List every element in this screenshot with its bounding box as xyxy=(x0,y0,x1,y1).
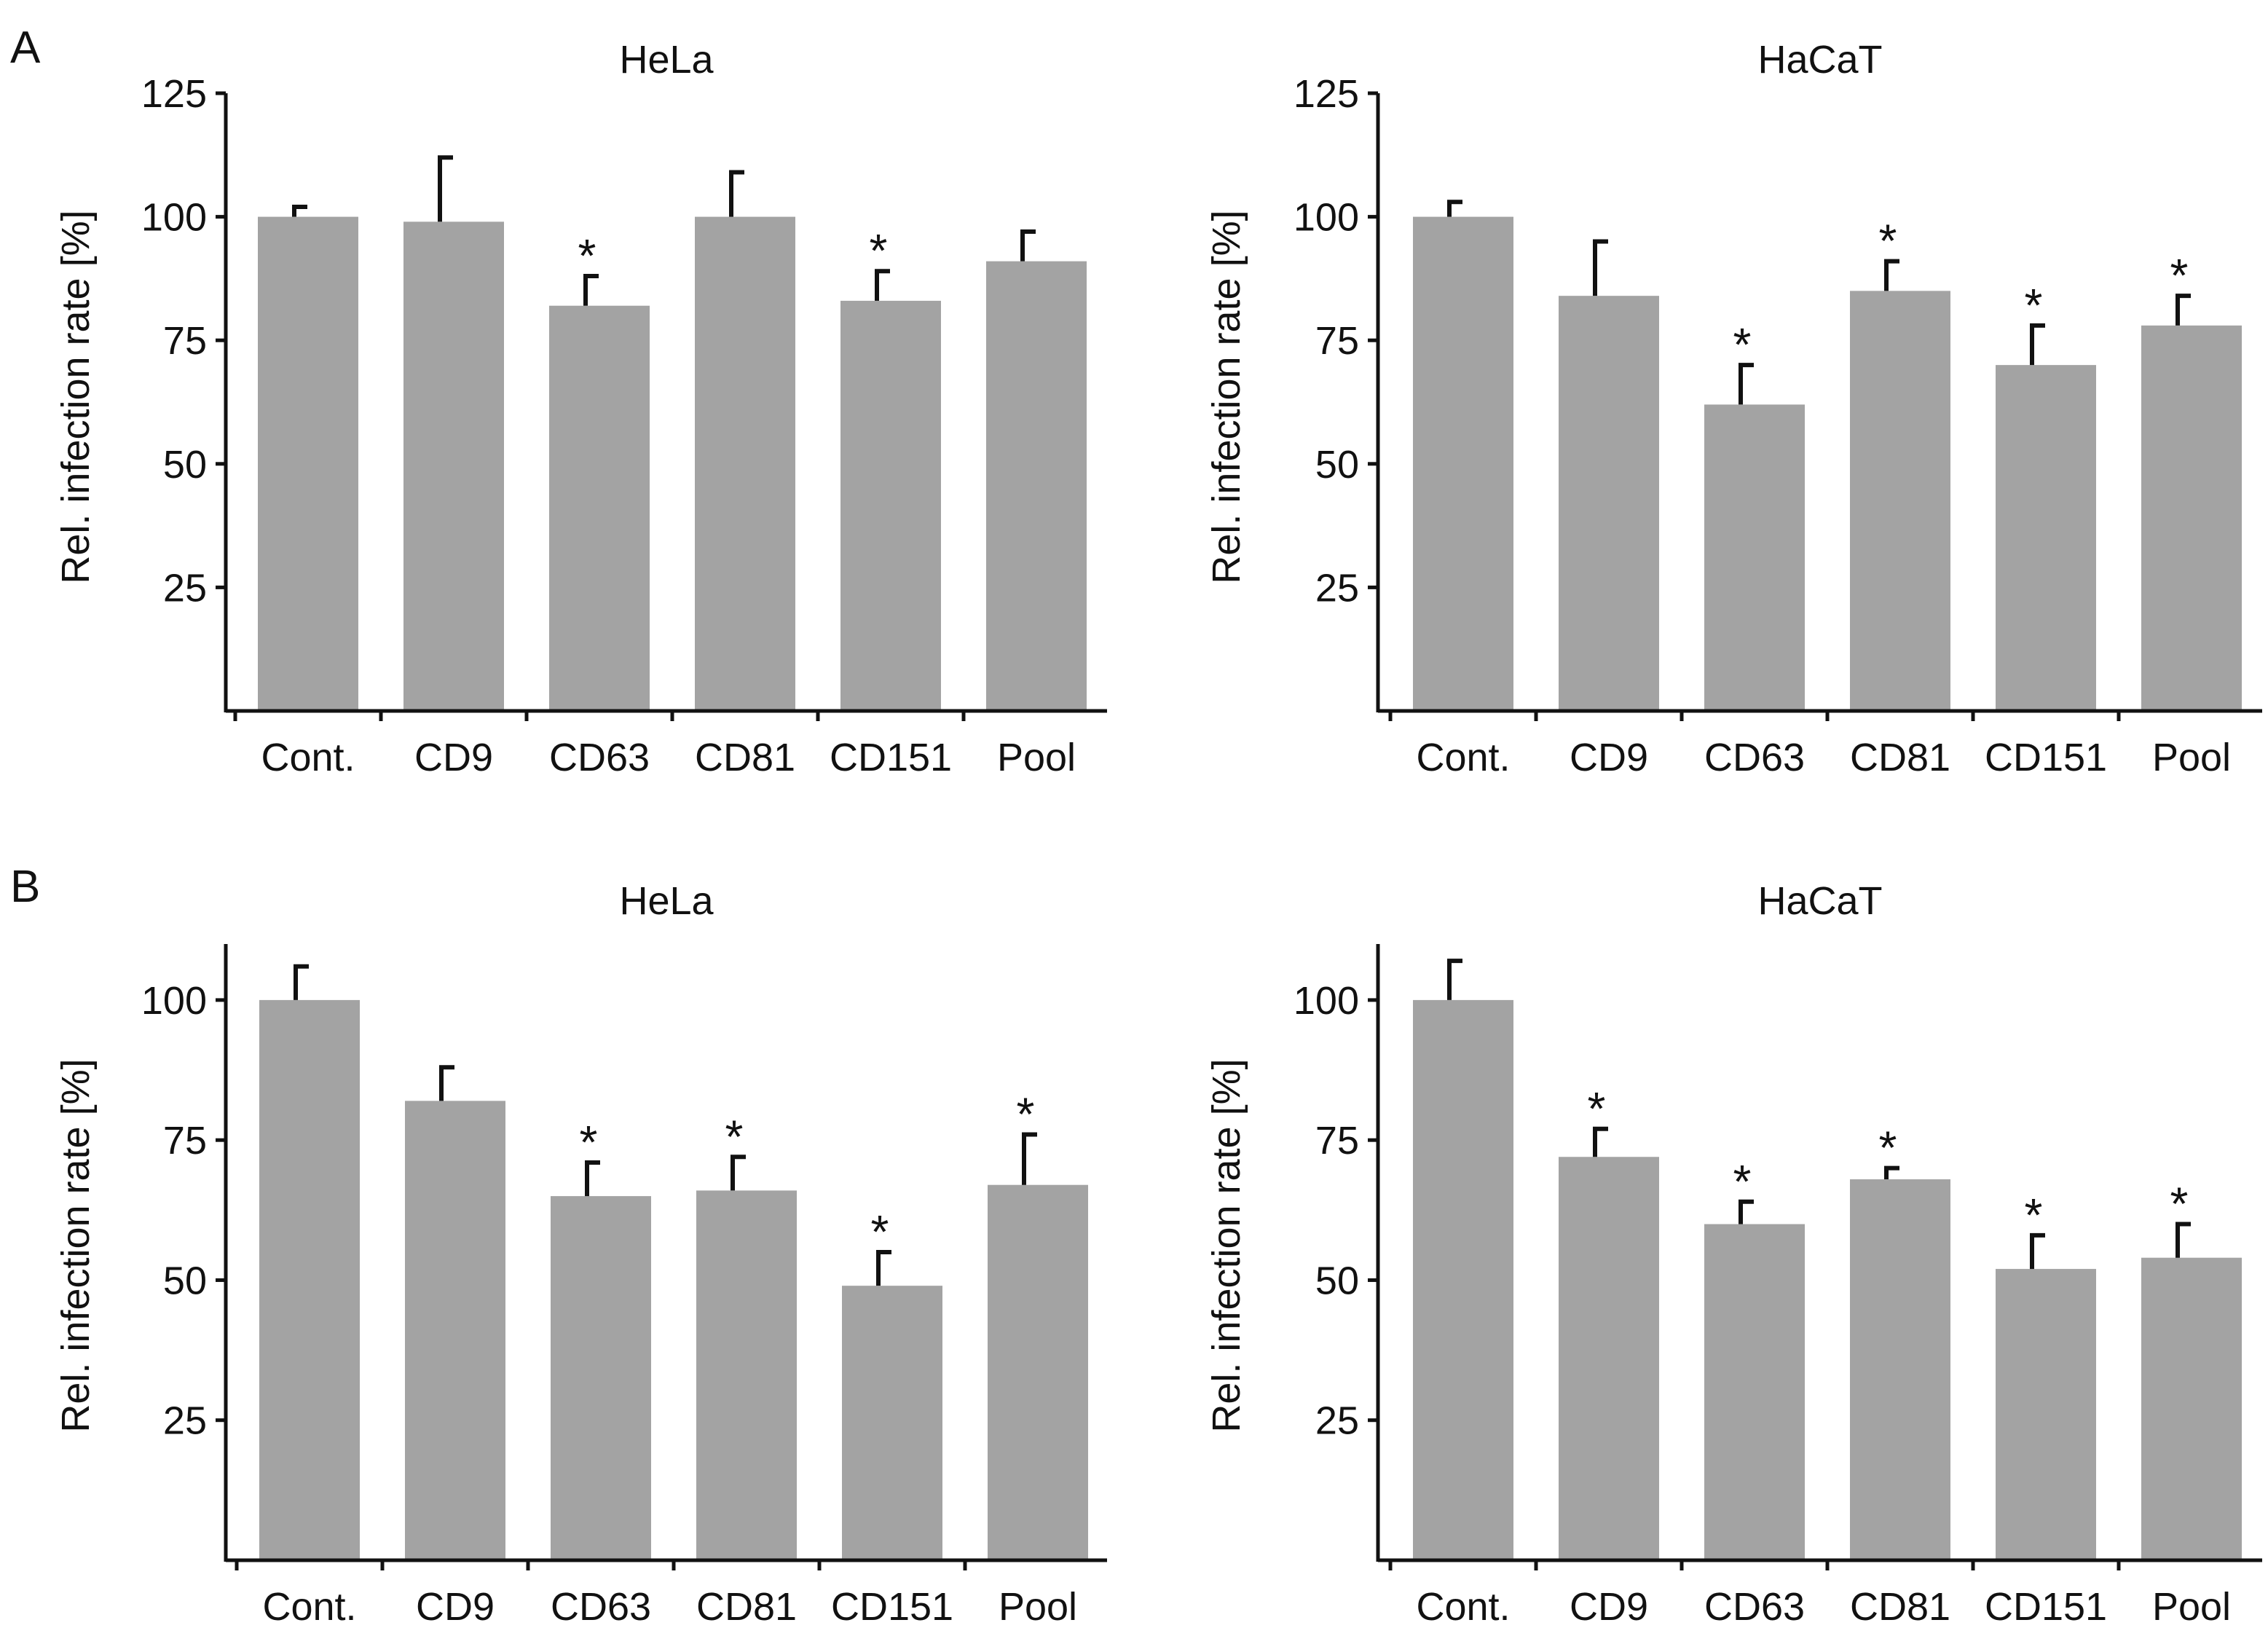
bar-4 xyxy=(696,1190,797,1560)
category-label: Cont. xyxy=(262,1585,356,1629)
significance-marker: * xyxy=(2170,1178,2189,1230)
category-label: CD151 xyxy=(1985,736,2107,779)
y-tick-label: 75 xyxy=(1315,319,1359,363)
category-label: CD9 xyxy=(416,1585,495,1629)
y-axis-title: Rel. infection rate [%] xyxy=(54,210,98,583)
bar-5 xyxy=(1996,365,2096,711)
y-tick-label: 25 xyxy=(163,566,207,610)
y-axis-title: Rel. infection rate [%] xyxy=(1205,210,1248,583)
bar-3 xyxy=(551,1196,651,1560)
y-tick-label: 100 xyxy=(1294,196,1359,240)
category-label: Cont. xyxy=(1416,1585,1510,1629)
y-tick-label: 50 xyxy=(163,1259,207,1302)
bar-6 xyxy=(2141,1257,2242,1560)
y-tick-label: 75 xyxy=(163,319,207,363)
y-tick-label: 100 xyxy=(141,979,207,1023)
y-tick-label: 100 xyxy=(141,196,207,240)
category-label: CD63 xyxy=(549,736,650,779)
significance-marker: * xyxy=(580,1116,598,1168)
significance-marker: * xyxy=(2170,249,2189,302)
panel-label-a: A xyxy=(10,23,41,73)
category-label: CD9 xyxy=(1570,1585,1648,1629)
category-label: Pool xyxy=(2152,1585,2231,1629)
category-label: CD81 xyxy=(1850,1585,1950,1629)
significance-marker: * xyxy=(1017,1088,1035,1140)
y-tick-label: 125 xyxy=(1294,72,1359,116)
category-label: Cont. xyxy=(1416,736,1510,779)
charts-group: HeLa Rel. infection rate [%] Cont. CD9 * CD63… xyxy=(54,38,2262,1629)
category-label: Cont. xyxy=(261,736,355,779)
y-tick-label: 75 xyxy=(163,1119,207,1163)
category-label: CD81 xyxy=(1850,736,1950,779)
bar-1 xyxy=(259,999,360,1560)
y-tick-label: 25 xyxy=(1315,1399,1359,1443)
significance-marker: * xyxy=(1733,1155,1752,1208)
bar-3 xyxy=(549,305,650,711)
significance-marker: * xyxy=(870,224,888,277)
chart-1: HeLa Rel. infection rate [%] Cont. CD9 * CD63… xyxy=(54,38,1107,779)
y-tick-label: 50 xyxy=(1315,443,1359,487)
significance-marker: * xyxy=(2025,279,2043,331)
y-tick-label: 100 xyxy=(1294,979,1359,1023)
bar-4 xyxy=(1850,1179,1950,1560)
y-tick-label: 50 xyxy=(1315,1259,1359,1302)
bar-5 xyxy=(840,300,941,712)
chart-3: HeLa Rel. infection rate [%] Cont. CD9 * CD63… xyxy=(54,879,1107,1629)
significance-marker: * xyxy=(1879,215,1897,267)
bar-4 xyxy=(695,216,795,712)
bar-2 xyxy=(403,221,504,711)
bar-4 xyxy=(1850,291,1950,711)
y-tick-label: 25 xyxy=(1315,566,1359,610)
significance-marker: * xyxy=(725,1110,744,1163)
y-tick-label: 25 xyxy=(163,1399,207,1443)
chart-2: HaCaT Rel. infection rate [%] Cont. CD9 * CD6… xyxy=(1205,38,2262,779)
significance-marker: * xyxy=(1588,1082,1606,1135)
category-label: CD81 xyxy=(696,1585,797,1629)
bar-1 xyxy=(1413,999,1513,1560)
bar-5 xyxy=(1996,1269,2096,1560)
chart-4: HaCaT Rel. infection rate [%] Cont. * CD9 * CD… xyxy=(1205,879,2262,1629)
category-label: Pool xyxy=(997,736,1076,779)
category-label: CD63 xyxy=(1704,1585,1805,1629)
chart-title: HaCaT xyxy=(1757,38,1882,82)
panel-label-b: B xyxy=(10,862,40,912)
bar-1 xyxy=(1413,216,1513,712)
y-tick-label: 75 xyxy=(1315,1119,1359,1163)
category-label: Pool xyxy=(999,1585,1077,1629)
chart-title: HeLa xyxy=(619,38,714,82)
bar-3 xyxy=(1704,1224,1805,1560)
bar-1 xyxy=(258,216,358,712)
bar-6 xyxy=(2141,325,2242,711)
y-tick-label: 50 xyxy=(163,443,207,487)
chart-title: HaCaT xyxy=(1757,879,1882,923)
category-label: Pool xyxy=(2152,736,2231,779)
y-axis-title: Rel. infection rate [%] xyxy=(1205,1058,1248,1432)
bar-3 xyxy=(1704,404,1805,711)
significance-marker: * xyxy=(1733,318,1752,371)
bar-5 xyxy=(842,1286,942,1560)
bar-6 xyxy=(988,1184,1088,1560)
y-tick-label: 125 xyxy=(141,72,207,116)
bar-6 xyxy=(986,261,1087,711)
bar-2 xyxy=(1559,1157,1659,1560)
category-label: CD9 xyxy=(414,736,493,779)
category-label: CD151 xyxy=(1985,1585,2107,1629)
significance-marker: * xyxy=(1879,1122,1897,1174)
category-label: CD151 xyxy=(830,736,952,779)
significance-marker: * xyxy=(871,1206,889,1258)
chart-title: HeLa xyxy=(619,879,714,923)
category-label: CD151 xyxy=(831,1585,953,1629)
bar-2 xyxy=(405,1101,505,1560)
y-axis-title: Rel. infection rate [%] xyxy=(54,1058,98,1432)
category-label: CD9 xyxy=(1570,736,1648,779)
significance-marker: * xyxy=(2025,1189,2043,1241)
category-label: CD81 xyxy=(695,736,795,779)
category-label: CD63 xyxy=(551,1585,651,1629)
category-label: CD63 xyxy=(1704,736,1805,779)
significance-marker: * xyxy=(578,229,596,282)
bar-2 xyxy=(1559,296,1659,711)
